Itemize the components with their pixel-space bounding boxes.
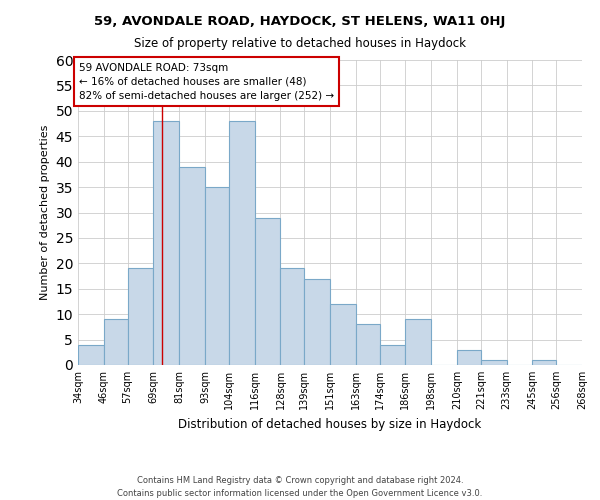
Bar bbox=[78, 344, 104, 365]
Bar bbox=[229, 121, 254, 365]
Bar bbox=[154, 121, 179, 365]
Text: 59, AVONDALE ROAD, HAYDOCK, ST HELENS, WA11 0HJ: 59, AVONDALE ROAD, HAYDOCK, ST HELENS, W… bbox=[94, 15, 506, 28]
Bar bbox=[254, 218, 280, 365]
Bar bbox=[304, 278, 330, 365]
Bar bbox=[481, 360, 506, 365]
Bar bbox=[104, 320, 128, 365]
Bar bbox=[128, 268, 154, 365]
Bar bbox=[356, 324, 380, 365]
Bar bbox=[179, 167, 205, 365]
Text: Size of property relative to detached houses in Haydock: Size of property relative to detached ho… bbox=[134, 38, 466, 51]
Bar bbox=[330, 304, 356, 365]
Text: Contains HM Land Registry data © Crown copyright and database right 2024.
Contai: Contains HM Land Registry data © Crown c… bbox=[118, 476, 482, 498]
Bar bbox=[380, 344, 406, 365]
Bar bbox=[205, 187, 229, 365]
X-axis label: Distribution of detached houses by size in Haydock: Distribution of detached houses by size … bbox=[178, 418, 482, 430]
Y-axis label: Number of detached properties: Number of detached properties bbox=[40, 125, 50, 300]
Bar bbox=[457, 350, 481, 365]
Bar bbox=[280, 268, 304, 365]
Text: 59 AVONDALE ROAD: 73sqm
← 16% of detached houses are smaller (48)
82% of semi-de: 59 AVONDALE ROAD: 73sqm ← 16% of detache… bbox=[79, 62, 334, 100]
Bar bbox=[532, 360, 556, 365]
Bar bbox=[406, 320, 431, 365]
